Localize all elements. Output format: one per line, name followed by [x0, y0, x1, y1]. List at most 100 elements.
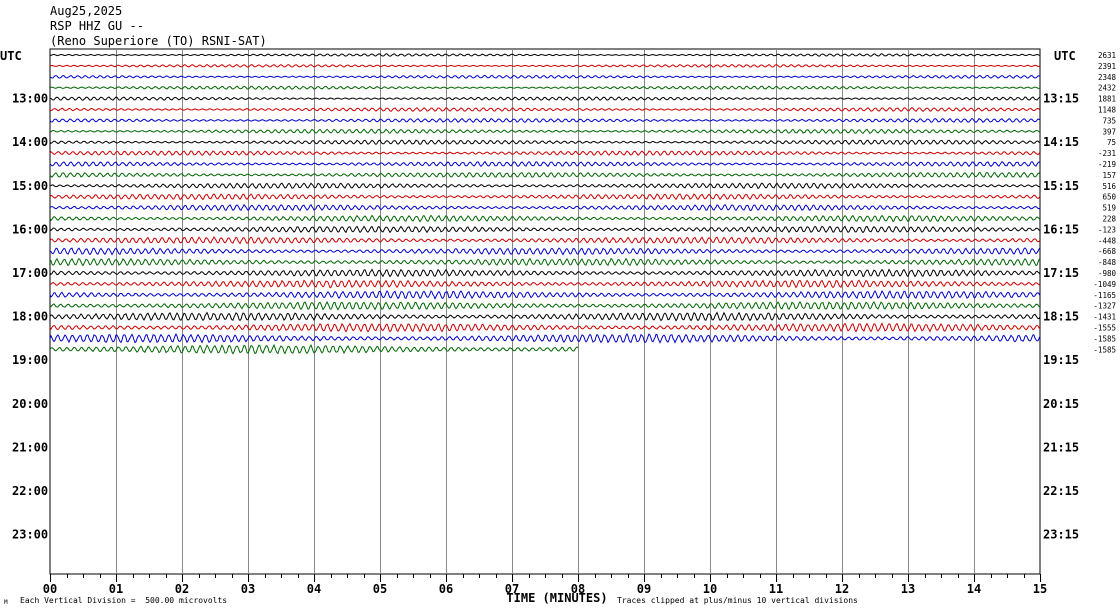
- x-tick-label: 10: [703, 582, 717, 596]
- seismic-trace: [49, 311, 1041, 322]
- seismic-trace: [49, 171, 1041, 179]
- right-hour-label: 16:15: [1043, 222, 1079, 236]
- trace-offset-label: 516: [1102, 182, 1116, 191]
- left-axis-label: UTC: [0, 49, 22, 63]
- seismic-trace: [49, 96, 1041, 101]
- x-axis-title: TIME (MINUTES): [506, 591, 607, 605]
- x-tick-label: 01: [109, 582, 123, 596]
- x-tick-label: 08: [571, 582, 585, 596]
- trace-offset-label: -448: [1098, 236, 1117, 245]
- x-tick-label: 05: [373, 582, 387, 596]
- left-hour-label: 13:00: [12, 92, 48, 106]
- left-hour-label: 16:00: [12, 222, 48, 236]
- x-tick-label: 09: [637, 582, 651, 596]
- seismic-trace: [49, 139, 1041, 146]
- x-tick-label: 14: [967, 582, 981, 596]
- left-hour-label: 20:00: [12, 397, 48, 411]
- corner-mark: M: [4, 599, 8, 606]
- trace-offset-label: -1165: [1093, 291, 1116, 300]
- trace-offset-label: -1585: [1093, 334, 1116, 343]
- seismic-trace: [49, 300, 1041, 311]
- trace-offset-label: 735: [1102, 116, 1116, 125]
- trace-offset-label: -1327: [1093, 302, 1116, 311]
- left-hour-label: 15:00: [12, 179, 48, 193]
- seismic-trace: [49, 343, 579, 355]
- seismic-trace: [49, 247, 1041, 256]
- left-hour-label: 17:00: [12, 266, 48, 280]
- left-hour-label: 18:00: [12, 310, 48, 324]
- trace-offset-label: 519: [1102, 204, 1116, 213]
- station-location-label: (Reno Superiore (TO) RSNI-SAT): [50, 34, 267, 48]
- seismic-trace: [49, 236, 1041, 245]
- trace-offset-label: -231: [1098, 149, 1116, 158]
- trace-offset-label: 75: [1107, 138, 1116, 147]
- seismic-trace: [49, 182, 1040, 190]
- x-tick-label: 02: [175, 582, 189, 596]
- seismic-trace: [49, 85, 1041, 90]
- right-hour-label: 21:15: [1043, 440, 1079, 454]
- x-tick-label: 04: [307, 582, 321, 596]
- trace-offset-label: -219: [1098, 160, 1116, 169]
- trace-offset-label: -980: [1098, 269, 1117, 278]
- seismic-trace: [49, 63, 1041, 68]
- seismic-trace: [49, 193, 1041, 201]
- date-label: Aug25,2025: [50, 4, 123, 18]
- seismic-trace: [49, 74, 1041, 79]
- right-hour-label: 13:15: [1043, 92, 1079, 106]
- trace-offset-label: 228: [1102, 215, 1116, 224]
- trace-offset-label: -123: [1098, 225, 1116, 234]
- right-hour-label: 19:15: [1043, 353, 1079, 367]
- seismic-trace: [49, 257, 1041, 267]
- trace-offset-label: 2391: [1098, 62, 1116, 71]
- trace-offset-label: 2348: [1098, 73, 1117, 82]
- trace-offset-label: 397: [1102, 127, 1116, 136]
- seismic-trace: [49, 289, 1041, 300]
- seismic-trace: [49, 279, 1041, 289]
- plot-frame: [49, 48, 1041, 575]
- seismic-trace: [49, 107, 1041, 112]
- x-tick-label: 03: [241, 582, 255, 596]
- seismic-trace: [49, 53, 1041, 57]
- trace-offset-label: 2631: [1098, 51, 1116, 60]
- right-hour-label: 15:15: [1043, 179, 1079, 193]
- left-hour-label: 14:00: [12, 135, 48, 149]
- trace-offset-label: 157: [1102, 171, 1116, 180]
- left-hour-label: 22:00: [12, 484, 48, 498]
- trace-offset-label: -848: [1098, 258, 1117, 267]
- right-hour-label: 17:15: [1043, 266, 1079, 280]
- right-hour-label: 22:15: [1043, 484, 1079, 498]
- x-tick-label: 06: [439, 582, 453, 596]
- seismic-trace: [49, 203, 1041, 212]
- station-channel-label: RSP HHZ GU --: [50, 19, 144, 33]
- seismic-trace: [49, 128, 1041, 135]
- right-hour-label: 23:15: [1043, 528, 1079, 542]
- trace-offset-label: 650: [1102, 193, 1116, 202]
- x-tick-label: 11: [769, 582, 783, 596]
- seismic-trace: [49, 160, 1041, 168]
- seismic-trace: [49, 322, 1041, 333]
- trace-offset-label: -1585: [1093, 345, 1116, 354]
- trace-offset-label: -1431: [1093, 313, 1116, 322]
- x-tick-label: 13: [901, 582, 915, 596]
- left-hour-label: 19:00: [12, 353, 48, 367]
- trace-offset-label: -1555: [1093, 324, 1116, 333]
- trace-offset-label: 1881: [1098, 95, 1116, 104]
- trace-offset-label: 1148: [1098, 106, 1117, 115]
- x-tick-label: 07: [505, 582, 519, 596]
- x-tick-label: 15: [1033, 582, 1047, 596]
- trace-offset-label: -668: [1098, 247, 1117, 256]
- seismic-trace: [49, 332, 1041, 344]
- right-hour-label: 14:15: [1043, 135, 1079, 149]
- left-hour-label: 21:00: [12, 440, 48, 454]
- trace-offset-label: -1049: [1093, 280, 1116, 289]
- x-tick-label: 00: [43, 582, 57, 596]
- x-tick-label: 12: [835, 582, 849, 596]
- trace-offset-label: 2432: [1098, 84, 1116, 93]
- seismic-trace: [49, 268, 1041, 278]
- left-hour-label: 23:00: [12, 528, 48, 542]
- right-hour-label: 18:15: [1043, 310, 1079, 324]
- seismic-trace: [49, 150, 1041, 156]
- right-hour-label: 20:15: [1043, 397, 1079, 411]
- right-axis-label: UTC: [1054, 49, 1076, 63]
